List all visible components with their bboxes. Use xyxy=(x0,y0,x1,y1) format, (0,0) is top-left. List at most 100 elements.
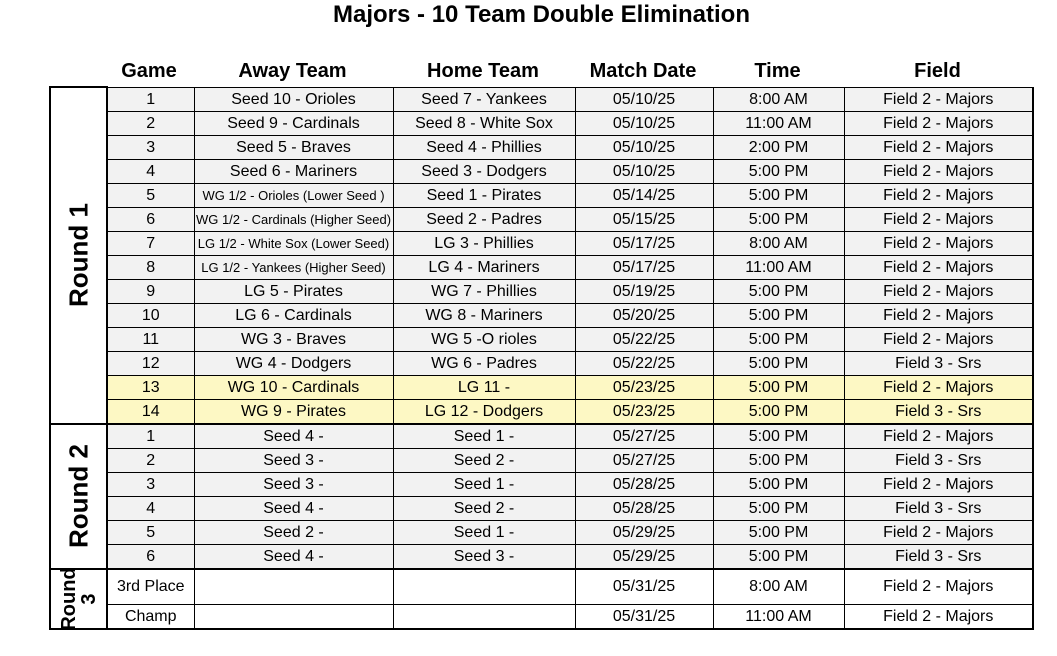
away-team-cell: LG 5 - Pirates xyxy=(193,278,394,304)
round-2-label-cell: Round 2 xyxy=(49,422,108,570)
time-cell: 11:00 AM xyxy=(712,254,845,280)
field-cell: Field 2 - Majors xyxy=(843,374,1034,400)
home-team-cell: WG 8 - Mariners xyxy=(392,302,576,328)
game-cell: 10 xyxy=(106,302,195,328)
game-cell: 1 xyxy=(106,422,195,449)
game-cell: 3 xyxy=(106,471,195,497)
away-team-cell: LG 1/2 - Yankees (Higher Seed) xyxy=(193,254,394,280)
table-row: 2 Seed 9 - Cardinals Seed 8 - White Sox … xyxy=(50,110,1034,136)
field-cell: Field 2 - Majors xyxy=(843,519,1034,545)
game-cell: 4 xyxy=(106,158,195,184)
table-row: Round 2 1 Seed 4 - Seed 1 - 05/27/25 5:0… xyxy=(49,422,1034,570)
table-row-highlighted: 14 WG 9 - Pirates LG 12 - Dodgers 05/23/… xyxy=(50,398,1034,424)
header-home-team: Home Team xyxy=(427,60,539,82)
time-cell: 5:00 PM xyxy=(712,158,845,184)
time-cell: 8:00 AM xyxy=(712,567,845,605)
game-cell: 9 xyxy=(106,278,195,304)
home-team-cell: LG 4 - Mariners xyxy=(392,254,576,280)
game-cell: 1 xyxy=(106,86,195,112)
field-cell: Field 2 - Majors xyxy=(843,471,1034,497)
field-cell: Field 3 - Srs xyxy=(843,543,1034,569)
home-team-cell: Seed 2 - Padres xyxy=(392,206,576,232)
time-cell: 2:00 PM xyxy=(712,134,845,160)
away-team-cell: Seed 3 - xyxy=(193,447,394,473)
away-team-cell: WG 4 - Dodgers xyxy=(193,350,394,376)
away-team-cell: Seed 2 - xyxy=(193,519,394,545)
time-cell: 5:00 PM xyxy=(712,398,845,424)
home-team-cell: Seed 7 - Yankees xyxy=(392,86,576,112)
home-team-cell: Seed 3 - xyxy=(392,543,576,569)
home-team-cell: Seed 1 - xyxy=(392,471,576,497)
field-cell: Field 2 - Majors xyxy=(843,182,1034,208)
field-cell: Field 2 - Majors xyxy=(843,302,1034,328)
field-cell: Field 2 - Majors xyxy=(843,206,1034,232)
match-date-cell: 05/31/25 xyxy=(574,603,714,630)
field-cell: Field 2 - Majors xyxy=(843,422,1034,449)
time-cell: 5:00 PM xyxy=(712,519,845,545)
match-date-cell: 05/22/25 xyxy=(574,350,714,376)
field-cell: Field 2 - Majors xyxy=(843,110,1034,136)
game-cell: 11 xyxy=(106,326,195,352)
game-cell: 2 xyxy=(106,110,195,136)
header-game: Game xyxy=(121,60,177,82)
time-cell: 5:00 PM xyxy=(712,374,845,400)
home-team-cell: LG 3 - Phillies xyxy=(392,230,576,256)
away-team-cell: WG 1/2 - Cardinals (Higher Seed) xyxy=(193,206,394,232)
round-1-label-cell: Round 1 xyxy=(49,86,108,425)
match-date-cell: 05/19/25 xyxy=(574,278,714,304)
match-date-cell: 05/27/25 xyxy=(574,422,714,449)
away-team-cell: Seed 6 - Mariners xyxy=(193,158,394,184)
field-cell: Field 3 - Srs xyxy=(843,495,1034,521)
match-date-cell: 05/22/25 xyxy=(574,326,714,352)
header-away-team: Away Team xyxy=(238,60,347,82)
round-3-label-cell: Round 3 xyxy=(49,567,108,630)
header-match-date: Match Date xyxy=(589,60,697,82)
match-date-cell: 05/10/25 xyxy=(574,86,714,112)
schedule-table: Round 1 1 Seed 10 - Orioles Seed 7 - Yan… xyxy=(49,86,1034,630)
game-cell: 2 xyxy=(106,447,195,473)
time-cell: 5:00 PM xyxy=(712,302,845,328)
round-label-line-2: 3 xyxy=(77,592,100,605)
home-team-cell: WG 5 -O rioles xyxy=(392,326,576,352)
table-row: 2 Seed 3 - Seed 2 - 05/27/25 5:00 PM Fie… xyxy=(50,447,1034,473)
match-date-cell: 05/20/25 xyxy=(574,302,714,328)
field-cell: Field 2 - Majors xyxy=(843,278,1034,304)
game-cell: 7 xyxy=(106,230,195,256)
match-date-cell: 05/17/25 xyxy=(574,230,714,256)
game-cell: 4 xyxy=(106,495,195,521)
field-cell: Field 2 - Majors xyxy=(843,134,1034,160)
match-date-cell: 05/15/25 xyxy=(574,206,714,232)
time-cell: 5:00 PM xyxy=(712,471,845,497)
game-cell: 14 xyxy=(106,398,195,424)
table-row: 8 LG 1/2 - Yankees (Higher Seed) LG 4 - … xyxy=(50,254,1034,280)
match-date-cell: 05/29/25 xyxy=(574,519,714,545)
match-date-cell: 05/31/25 xyxy=(574,567,714,605)
time-cell: 11:00 AM xyxy=(712,110,845,136)
table-row: Champ 05/31/25 11:00 AM Field 2 - Majors xyxy=(50,603,1034,630)
field-cell: Field 2 - Majors xyxy=(843,567,1034,605)
table-row: 10 LG 6 - Cardinals WG 8 - Mariners 05/2… xyxy=(50,302,1034,328)
home-team-cell: LG 12 - Dodgers xyxy=(392,398,576,424)
match-date-cell: 05/28/25 xyxy=(574,471,714,497)
field-cell: Field 2 - Majors xyxy=(843,86,1034,112)
table-row: 4 Seed 6 - Mariners Seed 3 - Dodgers 05/… xyxy=(50,158,1034,184)
game-cell: 3 xyxy=(106,134,195,160)
time-cell: 5:00 PM xyxy=(712,447,845,473)
away-team-cell xyxy=(193,567,394,605)
home-team-cell: Seed 1 - xyxy=(392,422,576,449)
home-team-cell xyxy=(392,603,576,630)
game-cell: 3rd Place xyxy=(106,567,195,605)
away-team-cell: WG 1/2 - Orioles (Lower Seed ) xyxy=(193,182,394,208)
game-cell: 6 xyxy=(106,543,195,569)
table-row: 5 Seed 2 - Seed 1 - 05/29/25 5:00 PM Fie… xyxy=(50,519,1034,545)
home-team-cell xyxy=(392,567,576,605)
home-team-cell: Seed 8 - White Sox xyxy=(392,110,576,136)
match-date-cell: 05/23/25 xyxy=(574,398,714,424)
table-row: Round 3 3rd Place 05/31/25 8:00 AM Field… xyxy=(49,567,1034,630)
table-row: 3 Seed 5 - Braves Seed 4 - Phillies 05/1… xyxy=(50,134,1034,160)
away-team-cell: Seed 4 - xyxy=(193,543,394,569)
home-team-cell: Seed 4 - Phillies xyxy=(392,134,576,160)
match-date-cell: 05/23/25 xyxy=(574,374,714,400)
away-team-cell: Seed 9 - Cardinals xyxy=(193,110,394,136)
away-team-cell xyxy=(193,603,394,630)
